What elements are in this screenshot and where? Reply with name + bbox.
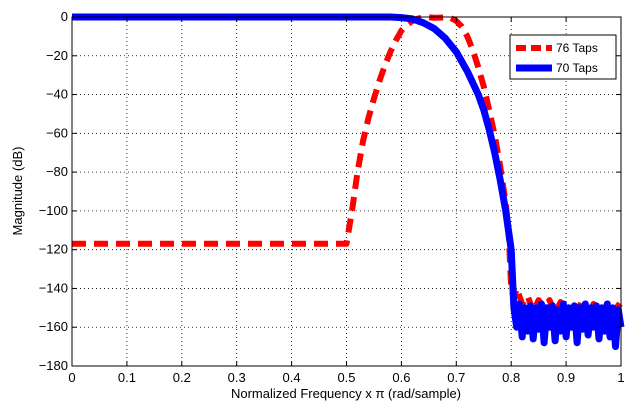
x-tick-label: 0.1 bbox=[118, 370, 136, 385]
y-tick-label: −60 bbox=[46, 125, 68, 140]
y-tick-label: −40 bbox=[46, 87, 68, 102]
x-axis-label: Normalized Frequency x π (rad/sample) bbox=[231, 386, 461, 401]
series-line-70-taps bbox=[72, 13, 625, 351]
series-lines bbox=[72, 13, 625, 351]
axis-ticks: 0 0.1 0.2 0.3 0.4 0.5 0.6 0.7 0.8 0.9 1 0 −20 −40 −60 −… bbox=[39, 9, 625, 385]
y-tick-label: 0 bbox=[61, 9, 68, 24]
legend-label-70-taps: 70 Taps bbox=[556, 61, 598, 75]
x-tick-label: 0.6 bbox=[392, 370, 410, 385]
y-tick-label: −100 bbox=[39, 203, 68, 218]
y-tick-label: −180 bbox=[39, 358, 68, 373]
y-tick-label: −160 bbox=[39, 319, 68, 334]
y-tick-label: −140 bbox=[39, 280, 68, 295]
y-tick-label: −80 bbox=[46, 164, 68, 179]
x-tick-label: 0.5 bbox=[337, 370, 355, 385]
legend-label-76-taps: 76 Taps bbox=[556, 41, 598, 55]
y-axis-label: Magnitude (dB) bbox=[10, 147, 25, 236]
legend-box bbox=[509, 34, 617, 80]
x-tick-label: 0.4 bbox=[283, 370, 301, 385]
x-tick-label: 0 bbox=[68, 370, 75, 385]
x-tick-label: 0.8 bbox=[502, 370, 520, 385]
x-tick-label: 1 bbox=[617, 370, 624, 385]
x-tick-label: 0.3 bbox=[228, 370, 246, 385]
x-tick-label: 0.9 bbox=[557, 370, 575, 385]
y-tick-label: −120 bbox=[39, 242, 68, 257]
x-tick-label: 0.7 bbox=[447, 370, 465, 385]
legend: 76 Taps 70 Taps bbox=[509, 34, 617, 80]
x-tick-label: 0.2 bbox=[173, 370, 191, 385]
y-tick-label: −20 bbox=[46, 48, 68, 63]
